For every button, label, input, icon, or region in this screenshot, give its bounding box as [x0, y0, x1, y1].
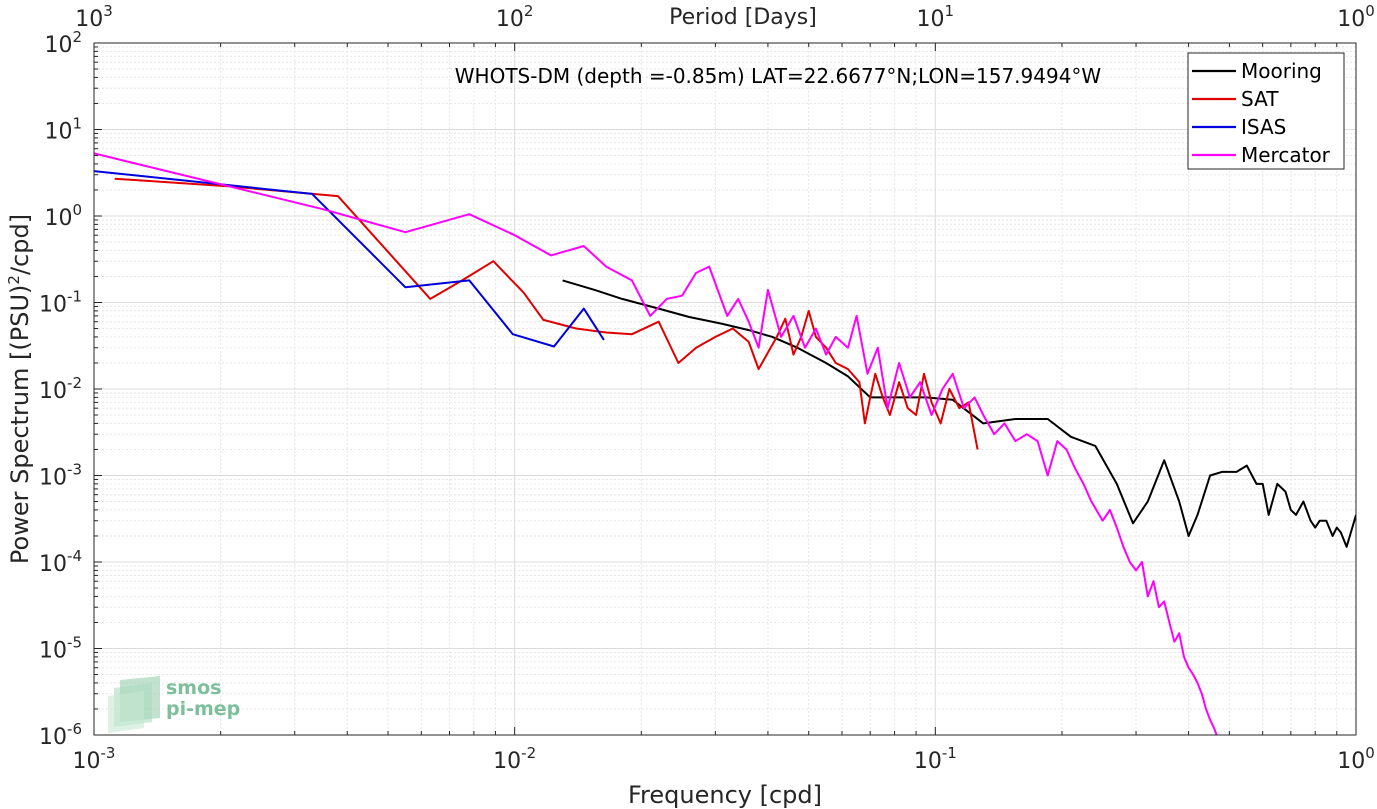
y-tick-label: 10-3 — [39, 461, 82, 491]
top-tick-labels: 103 102 101 100 — [75, 2, 1375, 32]
x-tick-label-exp: -3 — [101, 744, 116, 762]
x-tick-label: 10-3 — [73, 744, 116, 774]
y-tick-label: 10-1 — [39, 288, 82, 318]
legend-box — [1187, 52, 1345, 170]
legend-label-sat: SAT — [1241, 87, 1279, 111]
y-tick-label: 10-2 — [39, 374, 82, 404]
y-tick-label: 10-5 — [39, 634, 82, 664]
y-tick-label: 10-4 — [39, 547, 82, 577]
top-tick-label-exp: 0 — [1365, 2, 1375, 20]
y-tick-label: 100 — [44, 201, 82, 231]
y-tick-label-base: 10 — [39, 725, 67, 750]
y-tick-label-base: 10 — [44, 33, 72, 58]
legend-label-mercator: Mercator — [1241, 143, 1331, 167]
x-tick-label: 10-2 — [493, 744, 536, 774]
top-tick-label: 101 — [917, 2, 955, 32]
svg-text:pi-mep: pi-mep — [166, 698, 240, 720]
x-tick-labels: 10-3 10-2 10-1 100 — [73, 744, 1375, 774]
y-tick-label-exp: -5 — [67, 634, 82, 652]
x-tick-label-base: 10 — [493, 749, 521, 774]
x-tick-label: 100 — [1337, 744, 1375, 774]
top-tick-label-exp: 3 — [103, 2, 113, 20]
y-tick-label-exp: -6 — [67, 720, 82, 738]
x-tick-label-base: 10 — [73, 749, 101, 774]
x-axis-title: Frequency [cpd] — [628, 781, 822, 809]
y-tick-label-exp: 2 — [72, 28, 82, 46]
top-tick-label-base: 10 — [75, 7, 103, 32]
top-tick-label: 102 — [496, 2, 534, 32]
y-tick-label: 102 — [44, 28, 82, 58]
x-tick-label-exp: -2 — [521, 744, 536, 762]
y-tick-label-base: 10 — [39, 466, 67, 491]
y-tick-label-exp: -2 — [67, 374, 82, 392]
top-tick-label: 103 — [75, 2, 113, 32]
y-tick-label-exp: 0 — [72, 201, 82, 219]
y-tick-label-exp: 1 — [72, 115, 82, 133]
top-tick-label-exp: 1 — [945, 2, 955, 20]
series-line-mercator — [94, 152, 1218, 735]
legend-label-isas: ISAS — [1241, 115, 1286, 139]
y-tick-label: 10-6 — [39, 720, 82, 750]
y-tick-label-base: 10 — [39, 639, 67, 664]
smos-pi-mep-logo: smos pi-mep — [108, 676, 240, 733]
y-axis-title-tail: /cpd] — [6, 214, 34, 275]
tick-marks — [93, 42, 1357, 736]
top-tick-label-base: 10 — [917, 7, 945, 32]
y-tick-label-exp: -3 — [67, 461, 82, 479]
top-tick-label-exp: 2 — [524, 2, 534, 20]
y-tick-label-base: 10 — [39, 293, 67, 318]
x-tick-label: 10-1 — [914, 744, 957, 774]
x-tick-label-exp: 0 — [1365, 744, 1375, 762]
legend: Mooring SAT ISAS Mercator — [1187, 52, 1345, 170]
x-tick-label-exp: -1 — [942, 744, 957, 762]
y-tick-label: 101 — [44, 115, 82, 145]
y-axis-title: Power Spectrum [(PSU)2/cpd] — [5, 214, 34, 564]
y-tick-label-base: 10 — [44, 120, 72, 145]
station-annotation: WHOTS-DM (depth =-0.85m) LAT=22.6677°N;L… — [455, 64, 1102, 88]
y-tick-label-base: 10 — [39, 552, 67, 577]
y-tick-label-base: 10 — [39, 379, 67, 404]
top-tick-label-base: 10 — [1337, 7, 1365, 32]
y-axis-title-sup: 2 — [5, 275, 23, 285]
y-tick-label-base: 10 — [44, 206, 72, 231]
series-line-mooring — [562, 279, 1356, 548]
series-layer — [94, 152, 1356, 735]
top-tick-label: 100 — [1337, 2, 1375, 32]
y-axis-title-main: Power Spectrum [(PSU) — [6, 285, 34, 564]
legend-label-mooring: Mooring — [1241, 59, 1322, 83]
x-tick-label-base: 10 — [914, 749, 942, 774]
top-tick-label-base: 10 — [496, 7, 524, 32]
x-tick-label-base: 10 — [1337, 749, 1365, 774]
top-axis-title: Period [Days] — [669, 5, 817, 30]
svg-text:smos: smos — [166, 677, 221, 699]
y-tick-label-exp: -1 — [67, 288, 82, 306]
series-line-isas — [94, 170, 605, 348]
y-tick-label-exp: -4 — [67, 547, 82, 565]
